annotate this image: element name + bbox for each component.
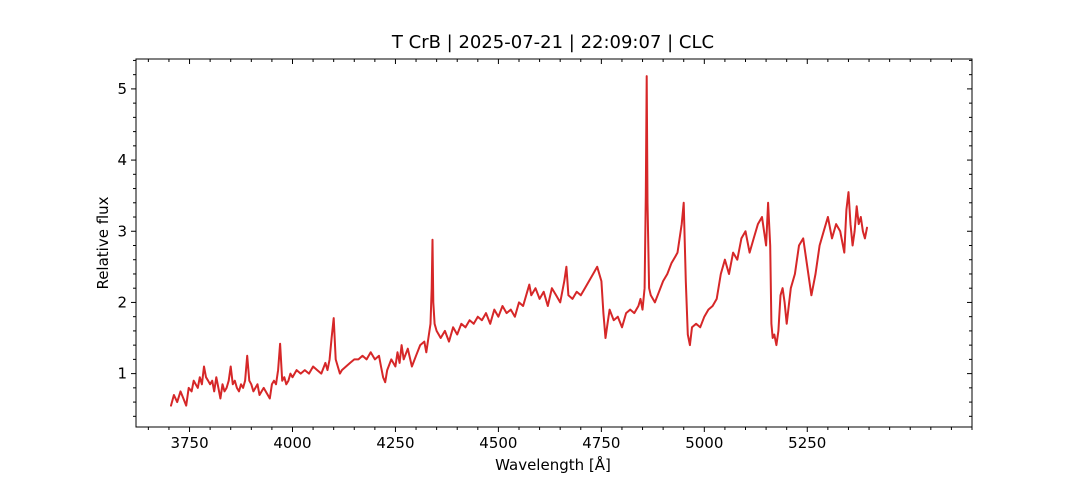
y-tick-label: 1 xyxy=(117,365,127,383)
x-tick-label: 3750 xyxy=(170,434,208,452)
x-tick-label: 5000 xyxy=(685,434,723,452)
plot-frame xyxy=(135,58,973,428)
series-layer xyxy=(170,75,868,407)
y-tick-label: 3 xyxy=(117,222,127,240)
spectrum-line xyxy=(170,75,868,407)
x-axis-label: Wavelength [Å] xyxy=(495,455,611,474)
x-tick-label: 4250 xyxy=(376,434,414,452)
x-tick-label: 4750 xyxy=(582,434,620,452)
x-tick-label: 5250 xyxy=(788,434,826,452)
x-tick-label: 4000 xyxy=(273,434,311,452)
y-tick-label: 5 xyxy=(117,80,127,98)
y-tick-label: 4 xyxy=(117,151,127,169)
y-axis-label: Relative flux xyxy=(94,196,112,289)
y-tick-label: 2 xyxy=(117,293,127,311)
chart-title: T CrB | 2025-07-21 | 22:09:07 | CLC xyxy=(391,32,714,53)
axis-ticks: 3750 4000 4250 4500 4750 5000 5250 1 2 3 4 5 xyxy=(117,59,973,452)
x-tick-label: 4500 xyxy=(479,434,517,452)
